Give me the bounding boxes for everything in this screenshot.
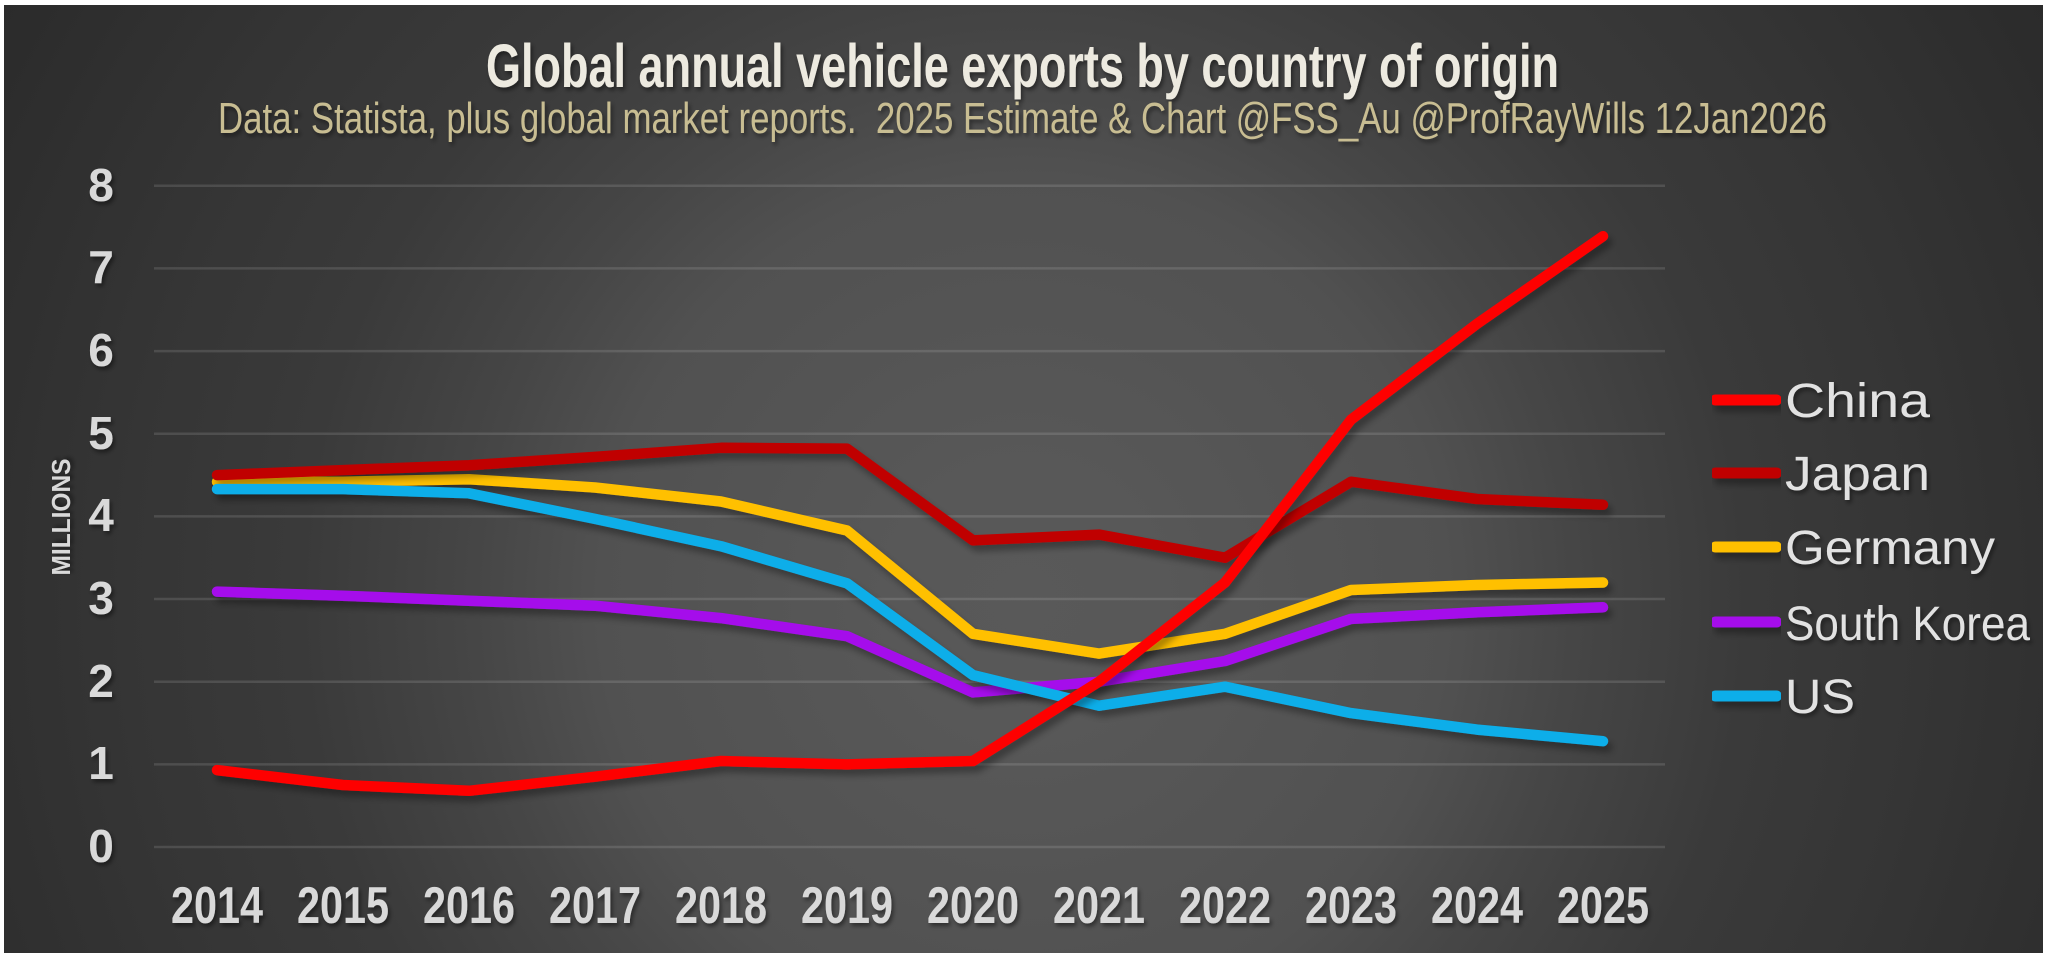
svg-text:2014: 2014: [171, 877, 263, 935]
svg-text:Global annual vehicle exports: Global annual vehicle exports by country…: [486, 32, 1559, 100]
svg-text:5: 5: [88, 407, 114, 459]
svg-text:0: 0: [88, 820, 114, 872]
svg-text:MILLIONS: MILLIONS: [46, 459, 76, 576]
svg-text:2025: 2025: [1557, 877, 1649, 935]
svg-text:2018: 2018: [675, 877, 767, 935]
svg-text:South Korea: South Korea: [1785, 598, 2030, 651]
svg-text:2021: 2021: [1053, 877, 1145, 935]
svg-text:US: US: [1785, 671, 1855, 724]
svg-text:2023: 2023: [1305, 877, 1397, 935]
svg-text:Germany: Germany: [1785, 522, 1995, 575]
svg-text:2017: 2017: [549, 877, 641, 935]
svg-text:8: 8: [88, 159, 114, 211]
svg-text:1: 1: [88, 737, 114, 789]
svg-text:2: 2: [88, 655, 114, 707]
svg-text:2015: 2015: [297, 877, 389, 935]
svg-text:China: China: [1785, 375, 1930, 428]
svg-text:Data: Statista, plus global ma: Data: Statista, plus global market repor…: [218, 94, 1827, 143]
svg-text:2024: 2024: [1431, 877, 1523, 935]
svg-text:4: 4: [88, 489, 114, 541]
svg-text:Japan: Japan: [1785, 448, 1930, 501]
svg-text:2016: 2016: [423, 877, 515, 935]
svg-text:2019: 2019: [801, 877, 893, 935]
svg-text:2020: 2020: [927, 877, 1019, 935]
svg-text:7: 7: [88, 241, 114, 293]
svg-text:6: 6: [88, 324, 114, 376]
svg-text:3: 3: [88, 572, 114, 624]
svg-text:2022: 2022: [1179, 877, 1271, 935]
